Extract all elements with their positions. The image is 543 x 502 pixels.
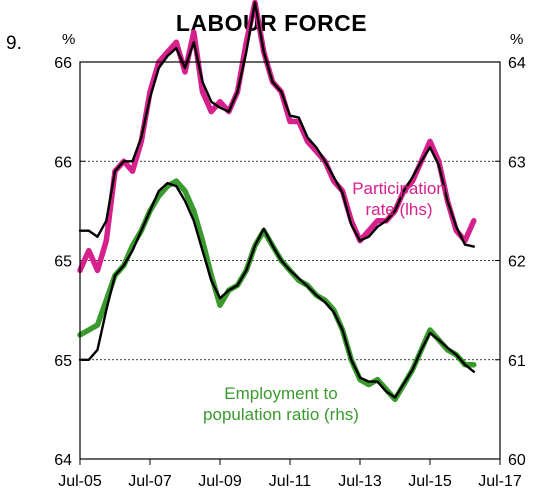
participation-trend-line [78, 1, 475, 248]
ann-emp-line: population ratio (rhs) [203, 405, 359, 424]
gridlines [80, 160, 500, 361]
x-tick-label: Jul-05 [58, 473, 102, 490]
left-tick-label: 65 [54, 254, 72, 271]
left-tick-label: 66 [54, 154, 72, 171]
chart-title: LABOUR FORCE [175, 10, 368, 36]
ann-part-line: Participation [352, 179, 446, 198]
x-tick-label: Jul-07 [128, 473, 172, 490]
ann-emp-line: Employment to [224, 384, 337, 403]
participation-annotation: Participation rate (lhs) [352, 179, 446, 219]
right-tick-label: 60 [508, 452, 526, 469]
right-axis-unit: % [510, 31, 524, 48]
left-tick-label: 65 [54, 353, 72, 370]
x-tick-label: Jul-11 [269, 473, 311, 490]
left-axis-unit: % [62, 31, 76, 48]
right-tick-label: 63 [508, 154, 526, 171]
plot-frame [79, 61, 501, 460]
axis-ticks: 64 60 65 61 65 62 66 63 66 64 Jul-05 Jul-07 Jul-09 Ju… [54, 55, 526, 490]
left-tick-label: 64 [54, 452, 72, 469]
x-tick-label: Jul-15 [408, 473, 452, 490]
employment-trend-line [78, 181, 475, 399]
x-tick-label: Jul-13 [338, 473, 382, 490]
ann-part-line: rate (lhs) [365, 200, 432, 219]
series-lines [77, 0, 477, 403]
x-tick-label: Jul-09 [198, 473, 242, 490]
figure-number: 9. [6, 33, 22, 54]
right-tick-label: 62 [508, 254, 526, 271]
right-tick-label: 61 [508, 353, 526, 370]
left-tick-label: 66 [54, 55, 72, 72]
right-tick-label: 64 [508, 55, 526, 72]
employment-annotation: Employment to population ratio (rhs) [203, 384, 359, 424]
x-tick-label: Jul-17 [478, 473, 522, 490]
